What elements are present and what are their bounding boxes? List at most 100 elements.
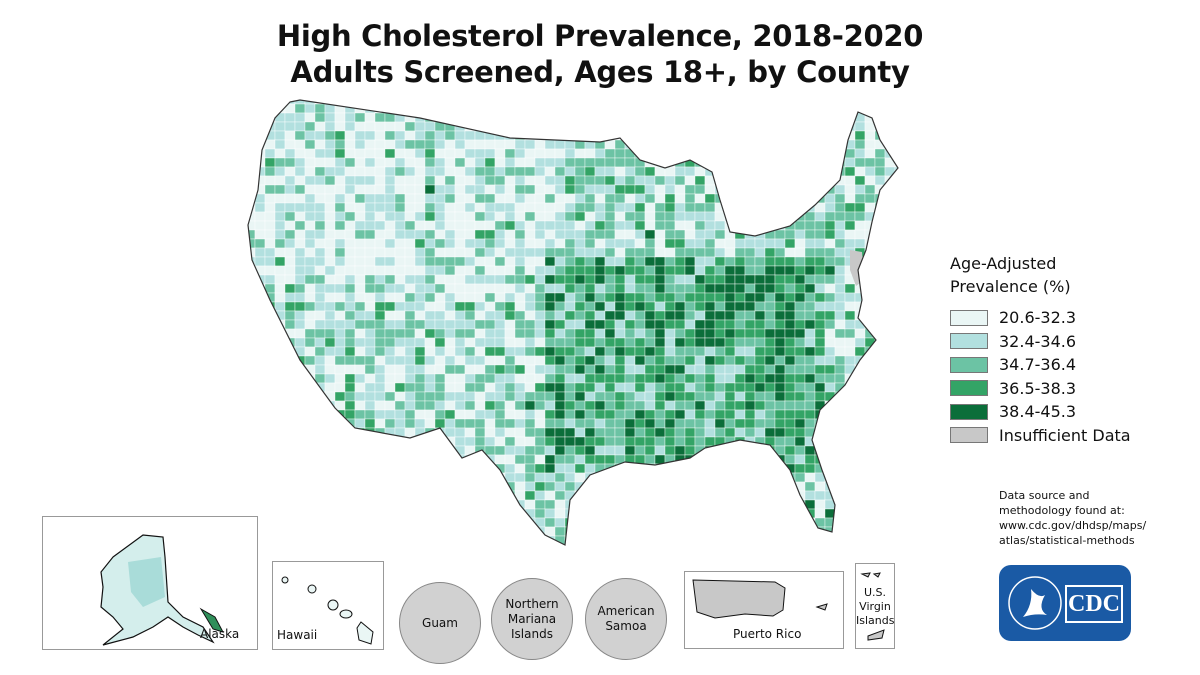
county-cell — [464, 265, 476, 276]
county-cell — [624, 100, 636, 105]
county-cell — [304, 481, 316, 492]
county-cell — [594, 193, 606, 204]
county-cell — [534, 184, 546, 195]
county-cell — [794, 382, 806, 393]
county-cell — [374, 346, 386, 357]
county-cell — [334, 310, 346, 321]
county-cell — [644, 247, 656, 258]
county-cell — [564, 130, 576, 141]
county-cell — [534, 418, 546, 429]
county-cell — [664, 526, 676, 537]
county-cell — [624, 391, 636, 402]
county-cell — [394, 454, 406, 465]
hawaii-shape — [281, 576, 374, 645]
county-cell — [364, 238, 376, 249]
county-cell — [424, 292, 436, 303]
county-cell — [694, 220, 706, 231]
county-cell — [414, 319, 426, 330]
county-cell — [444, 292, 456, 303]
county-cell — [374, 472, 386, 483]
county-cell — [754, 265, 766, 276]
county-cell — [524, 292, 536, 303]
county-cell — [434, 220, 446, 231]
county-cell — [614, 535, 626, 545]
county-cell — [344, 283, 356, 294]
county-cell — [884, 337, 896, 348]
puerto-rico-label: Puerto Rico — [733, 627, 802, 641]
county-cell — [434, 535, 446, 545]
county-cell — [464, 202, 476, 213]
county-cell — [794, 400, 806, 411]
county-cell — [404, 499, 416, 510]
county-cell — [844, 526, 856, 537]
county-cell — [304, 328, 316, 339]
county-cell — [714, 535, 726, 545]
county-cell — [644, 328, 656, 339]
county-cell — [264, 256, 276, 267]
county-cell — [314, 211, 326, 222]
county-cell — [464, 517, 476, 528]
county-cell — [724, 463, 736, 474]
county-cell — [794, 112, 806, 123]
county-cell — [374, 211, 386, 222]
county-cell — [574, 112, 586, 123]
county-cell — [434, 112, 446, 123]
county-cell — [474, 247, 486, 258]
county-cell — [614, 418, 626, 429]
county-cell — [424, 337, 436, 348]
county-cell — [304, 463, 316, 474]
county-cell — [524, 481, 536, 492]
county-cell — [784, 103, 796, 114]
county-cell — [814, 481, 826, 492]
county-cell — [694, 391, 706, 402]
county-cell — [248, 166, 256, 177]
county-cell — [344, 328, 356, 339]
county-cell — [884, 292, 896, 303]
county-cell — [294, 319, 306, 330]
county-cell — [514, 175, 526, 186]
county-cell — [604, 544, 616, 545]
county-cell — [724, 247, 736, 258]
county-cell — [804, 256, 816, 267]
county-cell — [314, 139, 326, 150]
county-cell — [424, 355, 436, 366]
county-cell — [254, 490, 266, 501]
county-cell — [844, 463, 856, 474]
county-cell — [714, 526, 726, 537]
county-cell — [644, 274, 656, 285]
county-cell — [794, 436, 806, 447]
county-cell — [634, 427, 646, 438]
county-cell — [324, 112, 336, 123]
county-cell — [434, 409, 446, 420]
county-cell — [344, 238, 356, 249]
county-cell — [494, 166, 506, 177]
county-cell — [734, 544, 746, 545]
county-cell — [534, 139, 546, 150]
county-cell — [604, 256, 616, 267]
county-cell — [574, 418, 586, 429]
county-cell — [354, 229, 366, 240]
county-cell — [564, 418, 576, 429]
county-cell — [474, 337, 486, 348]
county-cell — [484, 364, 496, 375]
county-cell — [514, 139, 526, 150]
county-cell — [504, 535, 516, 545]
county-cell — [554, 490, 566, 501]
county-cell — [434, 391, 446, 402]
county-cell — [524, 220, 536, 231]
county-cell — [744, 418, 756, 429]
county-cell — [534, 166, 546, 177]
county-cell — [704, 328, 716, 339]
county-cell — [864, 184, 876, 195]
county-cell — [614, 346, 626, 357]
county-cell — [604, 508, 616, 519]
county-cell — [704, 112, 716, 123]
county-cell — [664, 508, 676, 519]
county-cell — [774, 310, 786, 321]
county-cell — [554, 292, 566, 303]
county-cell — [324, 463, 336, 474]
legend-title: Age-Adjusted Prevalence (%) — [950, 254, 1071, 296]
county-cell — [714, 175, 726, 186]
county-cell — [644, 265, 656, 276]
county-cell — [524, 499, 536, 510]
